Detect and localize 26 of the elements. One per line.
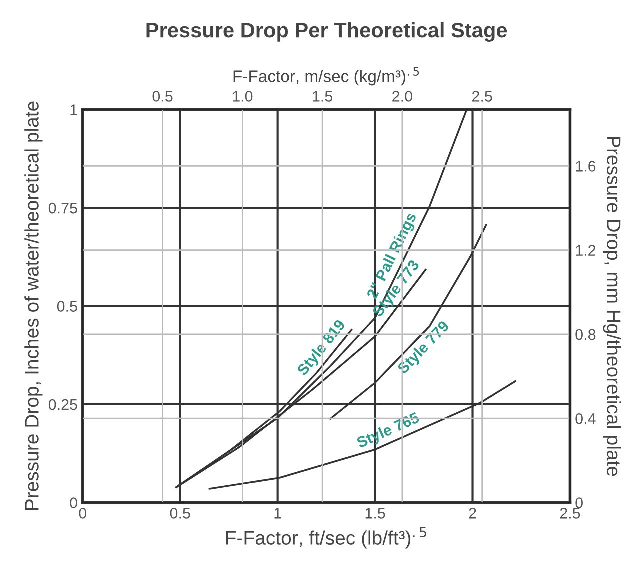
y2-tick-label: 1.6 <box>576 161 596 172</box>
y2-tick-label: 0.8 <box>576 329 596 340</box>
x2-tick-label: 0.5 <box>152 91 173 102</box>
y-tick-label: 1 <box>70 104 78 116</box>
y-tick-label: 0.25 <box>48 399 78 410</box>
x-tick-label: 0.5 <box>170 508 190 519</box>
x-tick-label: 2.5 <box>560 508 580 519</box>
y-axis-title: Pressure Drop, Inches of water/theoretical plate <box>24 102 43 510</box>
y2-tick-label: 0.4 <box>576 413 596 424</box>
x-axis-title: F-Factor, ft/sec (lb/ft³)$^{.5}$ <box>226 527 426 549</box>
y-tick-label: 0.75 <box>48 202 78 214</box>
x-tick-label: 1 <box>274 508 282 519</box>
y2-tick-label: 0 <box>576 498 583 508</box>
chart-title: Pressure Drop Per Theoretical Stage <box>146 22 508 42</box>
y-tick-label: 0 <box>70 498 78 508</box>
x2-tick-label: 2.5 <box>472 91 492 102</box>
y2-tick-label: 1.2 <box>576 245 596 256</box>
x-tick-label: 1.5 <box>366 508 386 519</box>
x-tick-label: 0 <box>79 508 87 519</box>
x2-tick-label: 2.0 <box>392 91 412 102</box>
x2-tick-label: 1.0 <box>233 91 253 102</box>
x-tick-label: 2 <box>469 508 476 519</box>
y2-axis-title: Pressure Drop, mm Hg/theoretical plate <box>603 137 622 476</box>
x2-axis-title: F-Factor, m/sec (kg/m³)$^{.5}$ <box>234 67 420 86</box>
y-tick-label: 0.5 <box>57 301 78 312</box>
x2-tick-label: 1.5 <box>313 91 333 102</box>
